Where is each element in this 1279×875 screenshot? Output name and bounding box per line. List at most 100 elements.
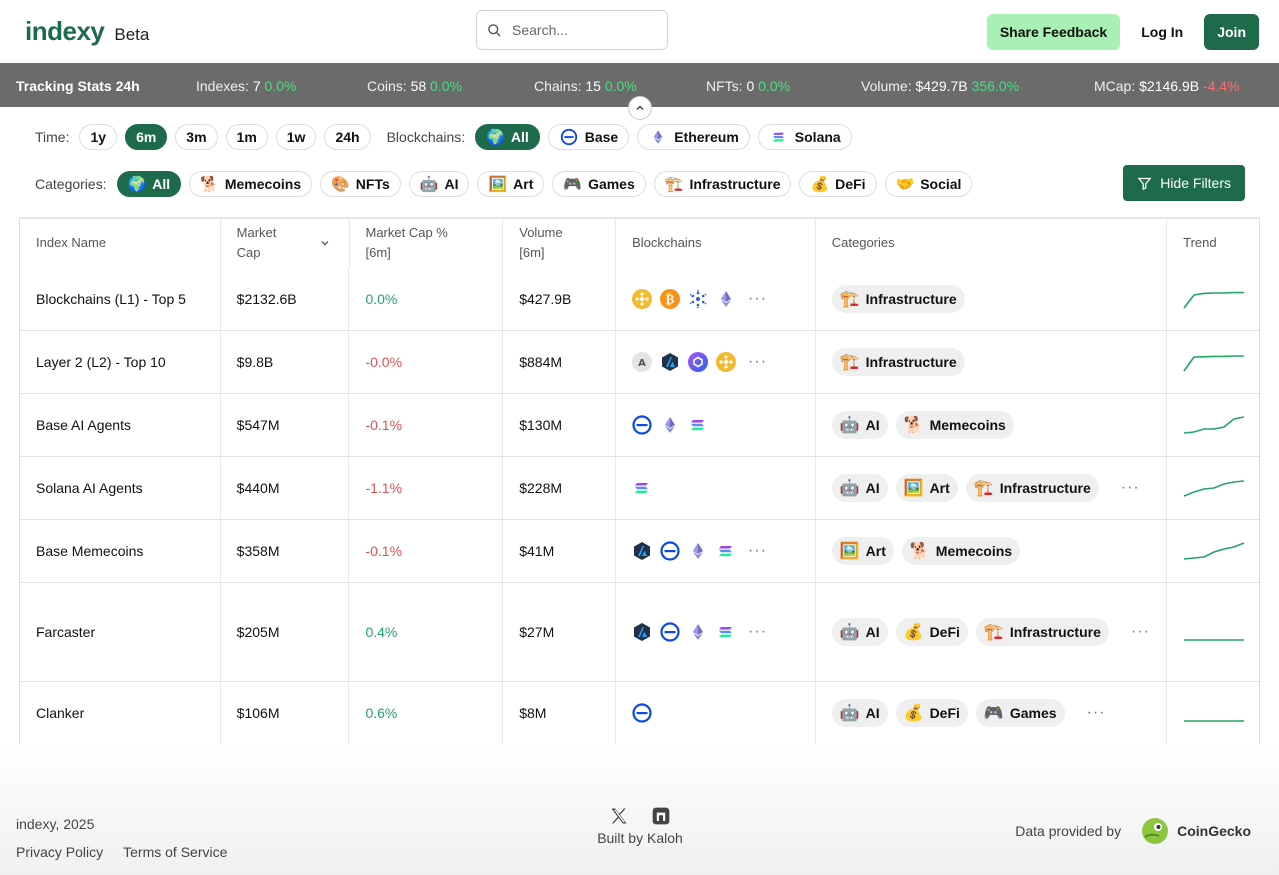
search-input[interactable] bbox=[512, 22, 652, 38]
more-chains-icon[interactable]: ··· bbox=[748, 542, 768, 559]
more-chains-icon[interactable]: ··· bbox=[748, 289, 768, 307]
index-name[interactable]: Clanker bbox=[20, 682, 221, 744]
index-table: Index Name Market Cap Market Cap % [6m] … bbox=[19, 217, 1260, 745]
base-chain-icon bbox=[660, 541, 680, 561]
category-filter-all[interactable]: 🌍 All bbox=[116, 171, 182, 197]
categories-cell: 🏗️ Infrastructure bbox=[816, 331, 1168, 393]
index-name[interactable]: Farcaster bbox=[20, 583, 221, 681]
more-categories-icon[interactable]: ··· bbox=[1086, 704, 1106, 721]
sort-desc-icon[interactable] bbox=[319, 237, 331, 249]
table-row[interactable]: Farcaster $205M 0.4% $27M ··· 🤖 AI 💰 DeFi 🏗️ Infra… bbox=[20, 582, 1259, 681]
category-filter-art[interactable]: 🖼️ Art bbox=[477, 171, 545, 197]
base-chain-icon bbox=[660, 622, 680, 642]
index-name[interactable]: Base Memecoins bbox=[20, 520, 221, 582]
category-filter-infrastructure[interactable]: 🏗️ Infrastructure bbox=[653, 171, 792, 197]
category-tag[interactable]: 🤖 AI bbox=[831, 411, 888, 439]
games-emoji-icon: 🎮 bbox=[983, 705, 1004, 722]
category-filter-games[interactable]: 🎮 Games bbox=[552, 171, 646, 197]
data-provided-label: Data provided by bbox=[1015, 823, 1122, 839]
table-row[interactable]: Base AI Agents $547M -0.1% $130M 🤖 AI 🐕 Memecoi… bbox=[20, 393, 1259, 456]
market-cap-pct: -0.1% bbox=[349, 394, 504, 456]
blockchain-filter-base[interactable]: Base bbox=[547, 124, 630, 150]
category-filter-defi[interactable]: 💰 DeFi bbox=[799, 171, 877, 197]
col-volume[interactable]: Volume [6m] bbox=[503, 219, 617, 267]
time-option-1w[interactable]: 1w bbox=[275, 124, 317, 150]
col-index-name[interactable]: Index Name bbox=[20, 219, 221, 267]
col-categories[interactable]: Categories bbox=[816, 219, 1168, 267]
table-header: Index Name Market Cap Market Cap % [6m] … bbox=[20, 219, 1259, 267]
category-tag[interactable]: 🏗️ Infrastructure bbox=[965, 474, 1099, 502]
trend-sparkline bbox=[1184, 416, 1245, 434]
category-tag[interactable]: 🏗️ Infrastructure bbox=[831, 348, 965, 376]
more-chains-icon[interactable]: ··· bbox=[748, 353, 768, 370]
market-cap: $2132.6B bbox=[221, 267, 350, 330]
col-trend[interactable]: Trend bbox=[1183, 235, 1217, 250]
logo-text: indexy bbox=[25, 16, 105, 46]
stat-coins: Coins: 58 0.0% bbox=[367, 78, 462, 94]
time-option-24h[interactable]: 24h bbox=[324, 124, 371, 150]
market-cap-pct: -1.1% bbox=[349, 457, 504, 519]
index-name[interactable]: Layer 2 (L2) - Top 10 bbox=[20, 331, 221, 393]
category-tag[interactable]: 🏗️ Infrastructure bbox=[975, 618, 1109, 646]
category-tag[interactable]: 💰 DeFi bbox=[895, 699, 968, 727]
index-name[interactable]: Blockchains (L1) - Top 5 bbox=[20, 267, 221, 330]
eth-chain-icon bbox=[660, 415, 680, 435]
blockchain-filter-ethereum[interactable]: Ethereum bbox=[637, 124, 750, 150]
category-tag[interactable]: 🤖 AI bbox=[831, 618, 888, 646]
x-twitter-icon[interactable] bbox=[609, 806, 629, 826]
table-row[interactable]: Solana AI Agents $440M -1.1% $228M 🤖 AI 🖼️ Art 🏗… bbox=[20, 456, 1259, 519]
category-filter-memecoins[interactable]: 🐕 Memecoins bbox=[189, 171, 313, 197]
blockchain-filter-solana[interactable]: Solana bbox=[757, 124, 852, 150]
trend-sparkline bbox=[1184, 720, 1245, 722]
category-filter-ai[interactable]: 🤖 AI bbox=[408, 171, 470, 197]
hide-filters-button[interactable]: Hide Filters bbox=[1123, 165, 1245, 201]
farcaster-icon[interactable] bbox=[651, 806, 671, 826]
time-option-1m[interactable]: 1m bbox=[225, 124, 268, 150]
terms-of-service-link[interactable]: Terms of Service bbox=[123, 844, 228, 860]
search-box[interactable] bbox=[476, 10, 668, 50]
share-feedback-button[interactable]: Share Feedback bbox=[986, 13, 1121, 50]
index-name[interactable]: Solana AI Agents bbox=[20, 457, 221, 519]
arb-chain-icon bbox=[632, 541, 652, 561]
table-row[interactable]: Base Memecoins $358M -0.1% $41M ··· 🖼️ Art 🐕 Mem… bbox=[20, 519, 1259, 582]
category-tag[interactable]: 🐕 Memecoins bbox=[901, 537, 1021, 565]
category-tag[interactable]: 🤖 AI bbox=[831, 474, 888, 502]
col-blockchains[interactable]: Blockchains bbox=[616, 219, 816, 267]
nfts-emoji-icon: 🎨 bbox=[331, 176, 350, 193]
category-filter-nfts[interactable]: 🎨 NFTs bbox=[320, 171, 401, 197]
col-market-cap-pct[interactable]: Market Cap % [6m] bbox=[350, 219, 504, 267]
login-button[interactable]: Log In bbox=[1128, 14, 1196, 50]
time-option-1y[interactable]: 1y bbox=[79, 124, 118, 150]
blockchain-filter-all[interactable]: 🌍 All bbox=[475, 124, 540, 150]
category-tag[interactable]: 🐕 Memecoins bbox=[895, 411, 1014, 439]
join-button[interactable]: Join bbox=[1204, 13, 1259, 50]
trend-cell bbox=[1167, 682, 1259, 744]
privacy-policy-link[interactable]: Privacy Policy bbox=[16, 844, 104, 860]
category-tag[interactable]: 🖼️ Art bbox=[831, 537, 894, 565]
more-categories-icon[interactable]: ··· bbox=[1120, 479, 1140, 496]
index-name[interactable]: Base AI Agents bbox=[20, 394, 221, 456]
col-market-cap[interactable]: Market Cap bbox=[221, 219, 350, 267]
time-option-3m[interactable]: 3m bbox=[175, 124, 218, 150]
category-filter-social[interactable]: 🤝 Social bbox=[884, 171, 973, 197]
social-emoji-icon: 🤝 bbox=[895, 176, 915, 193]
table-row[interactable]: Blockchains (L1) - Top 5 $2132.6B 0.0% $427… bbox=[20, 267, 1259, 330]
table-row[interactable]: Layer 2 (L2) - Top 10 $9.8B -0.0% $884M A ···… bbox=[20, 330, 1259, 393]
logo[interactable]: indexy Beta bbox=[25, 16, 149, 47]
category-tag[interactable]: 💰 DeFi bbox=[895, 618, 968, 646]
more-chains-icon[interactable]: ··· bbox=[748, 623, 768, 640]
time-option-6m[interactable]: 6m bbox=[125, 124, 168, 150]
stat-chains: Chains: 15 0.0% bbox=[534, 78, 637, 94]
collapse-stats-button[interactable] bbox=[628, 96, 652, 120]
blockchains-cell: ₿ ··· bbox=[616, 267, 816, 330]
category-tag[interactable]: 🖼️ Art bbox=[895, 474, 958, 502]
trend-cell bbox=[1167, 267, 1259, 330]
category-tag[interactable]: 🎮 Games bbox=[975, 699, 1065, 727]
table-row[interactable]: Clanker $106M 0.6% $8M 🤖 AI 💰 DeFi 🎮 Games ··· bbox=[20, 681, 1259, 744]
btc-chain-icon: ₿ bbox=[660, 288, 681, 309]
chevron-up-icon bbox=[636, 105, 644, 110]
coingecko-logo[interactable]: CoinGecko bbox=[1141, 817, 1251, 845]
category-tag[interactable]: 🏗️ Infrastructure bbox=[831, 284, 965, 313]
more-categories-icon[interactable]: ··· bbox=[1130, 623, 1150, 640]
category-tag[interactable]: 🤖 AI bbox=[831, 699, 888, 727]
